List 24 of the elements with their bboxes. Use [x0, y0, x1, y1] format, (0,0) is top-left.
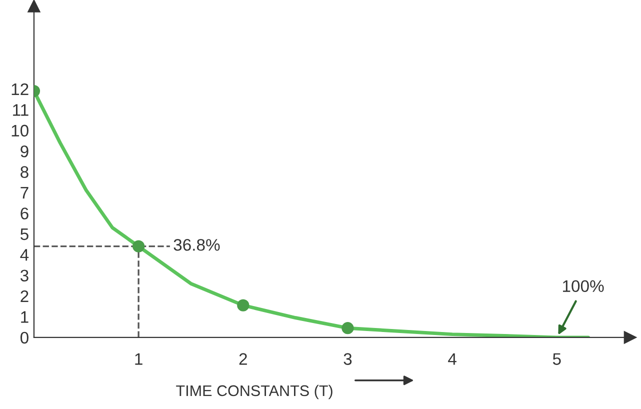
y-tick-label: 2	[20, 290, 28, 302]
y-tick-label: 6	[20, 208, 28, 220]
annotation: 36.8%	[174, 238, 220, 251]
y-tick-label: 3	[20, 270, 28, 282]
y-tick-label: 10	[12, 124, 28, 137]
y-tick-label: 9	[20, 145, 28, 158]
y-tick-label: 8	[20, 166, 28, 178]
y-tick-label: 7	[20, 187, 28, 199]
y-tick-label: 4	[20, 249, 29, 261]
x-tick-label: 3	[344, 353, 352, 365]
x-tick-label: 4	[448, 353, 456, 365]
point	[342, 322, 354, 334]
y-tick-label: 5	[20, 228, 28, 240]
x-axis-title: TIME CONSTANTS (T)	[176, 384, 332, 400]
y-tick-label: 0	[20, 332, 28, 344]
annotation: 100%	[563, 280, 604, 292]
y-tick-label: 11	[13, 104, 28, 116]
y-tick-label: 1	[21, 311, 28, 323]
x-tick-label: 1	[135, 353, 142, 365]
point	[237, 299, 250, 312]
point	[132, 240, 145, 252]
y-tick-label: 12	[12, 83, 28, 95]
x-tick-label: 5	[552, 353, 561, 365]
x-tick-label: 2	[239, 353, 247, 365]
